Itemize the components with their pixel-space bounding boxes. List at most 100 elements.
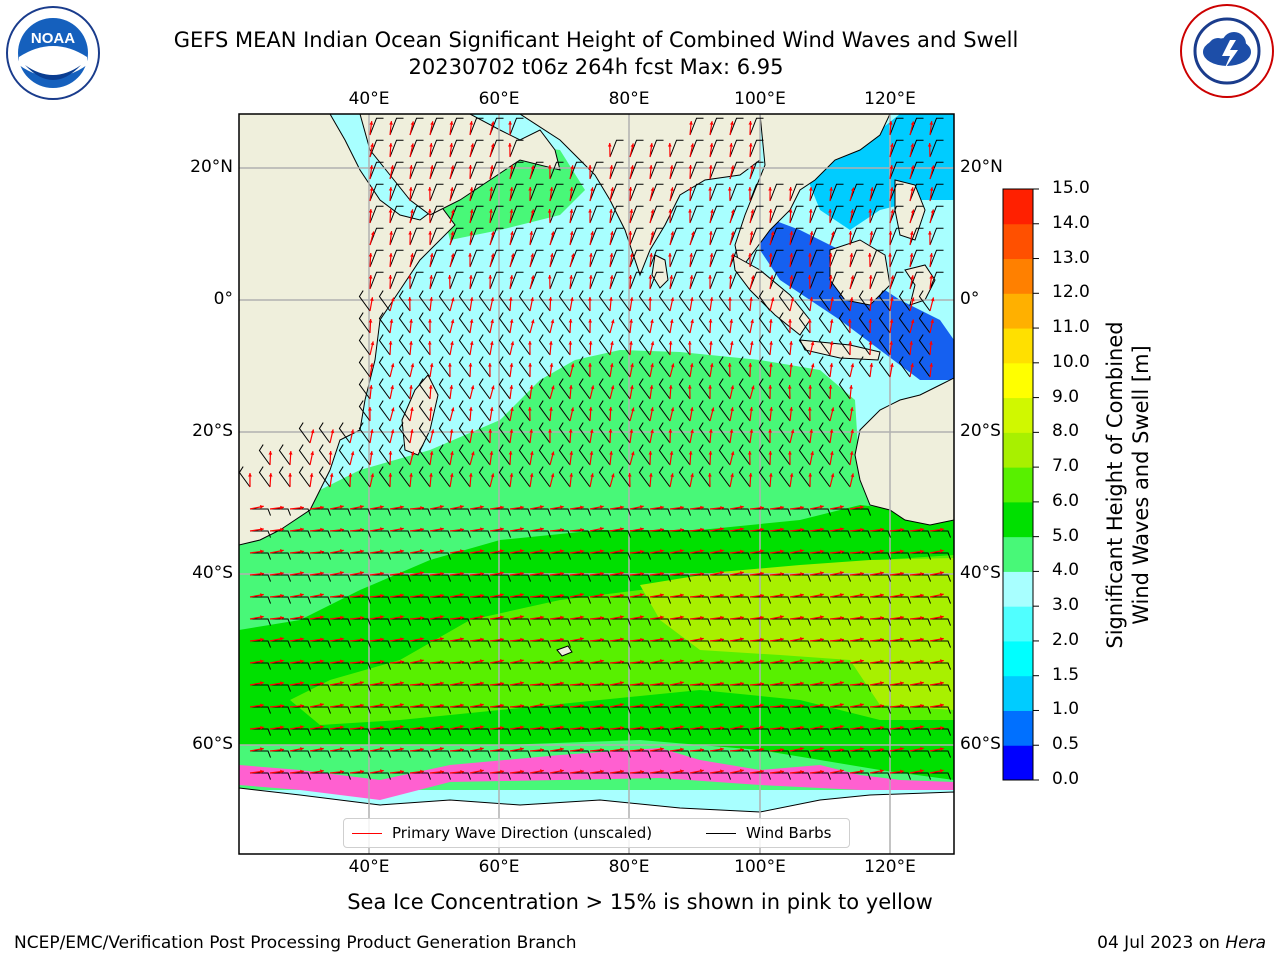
wind-barb [378, 312, 391, 334]
wind-barb [610, 772, 632, 780]
wind-barb [370, 508, 392, 516]
lat-label-left: 20°S [192, 421, 233, 441]
wind-barb [910, 618, 932, 626]
wind-barb [910, 640, 932, 648]
wave-arrow-head [370, 231, 375, 236]
wind-barb [690, 640, 712, 648]
wave-arrow-head [610, 341, 614, 346]
wave-arrow-head [849, 253, 854, 257]
wave-arrow-head [809, 297, 814, 301]
wave-arrow-head [379, 703, 384, 708]
wind-barb [410, 552, 432, 560]
wave-arrow-head [400, 549, 404, 554]
wave-arrow-head [469, 429, 474, 434]
wave-arrow-head [500, 505, 504, 510]
wind-barb [809, 183, 824, 202]
wind-barb [549, 271, 564, 290]
wave-arrow-head [600, 549, 604, 554]
wind-barb [290, 728, 312, 736]
wind-barb [529, 227, 544, 246]
wind-barb [909, 205, 924, 224]
wave-arrow-head [808, 473, 813, 477]
wave-arrow-head [440, 659, 444, 664]
wave-arrow-head [910, 187, 915, 192]
wind-barb [350, 662, 372, 670]
wind-barb [738, 312, 751, 334]
wind-barb [518, 422, 531, 444]
wave-arrow-head [740, 747, 744, 752]
wave-arrow-head [629, 253, 634, 257]
wind-barb [390, 684, 412, 692]
wave-arrow-head [540, 725, 544, 730]
colorbar-segment [1003, 501, 1033, 538]
wave-arrow-head [940, 703, 944, 708]
wind-barb [810, 706, 832, 714]
wave-arrow-head [807, 319, 812, 323]
wave-arrow-head [900, 769, 904, 774]
wave-arrow-head [319, 747, 324, 752]
wind-barb [398, 334, 411, 356]
wave-arrow-head [919, 681, 924, 686]
wave-arrow-head [640, 527, 644, 532]
wave-arrow-head [359, 681, 364, 685]
wave-arrow-head [468, 363, 473, 367]
wave-arrow-head [460, 747, 464, 752]
wave-arrow-head [510, 407, 514, 412]
wind-barb [698, 422, 711, 444]
wave-arrow-head [369, 121, 374, 125]
wind-barb [409, 205, 424, 224]
wave-arrow-head [420, 506, 424, 510]
wave-arrow-head [300, 527, 304, 532]
wave-arrow-head [259, 747, 264, 752]
wind-barb [929, 183, 944, 202]
wind-barb [618, 466, 631, 488]
wind-barb [730, 772, 752, 780]
wave-arrow-head [460, 660, 464, 664]
wave-arrow-head [529, 429, 534, 433]
wave-arrow-head [379, 527, 384, 532]
wind-barb [538, 466, 551, 488]
wave-arrow-head [489, 187, 494, 191]
wind-barb [350, 684, 372, 692]
wave-arrow-head [449, 143, 454, 147]
wind-barb [418, 422, 431, 444]
wind-barb [438, 334, 451, 356]
wind-barb [770, 530, 792, 538]
wave-arrow-head [780, 593, 784, 598]
wave-arrow-head [300, 659, 304, 664]
wave-arrow-head [650, 231, 655, 236]
colorbar-segment [1003, 536, 1033, 572]
wind-barb [710, 596, 732, 604]
wind-barb [418, 378, 431, 400]
wave-arrow-head [589, 429, 594, 433]
wave-arrow-head [319, 593, 324, 597]
wave-arrow-head [299, 681, 304, 686]
wave-arrow-head [748, 253, 752, 257]
colorbar-label-line1: Significant Height of Combined [1103, 321, 1127, 649]
wave-arrow-head [770, 231, 775, 236]
wind-barb [470, 684, 492, 692]
wind-barb [498, 356, 511, 378]
wind-barb [558, 312, 571, 334]
wave-arrow-head [900, 681, 904, 686]
chart-subtitle: 20230702 t06z 264h fcst Max: 6.95 [408, 55, 784, 79]
wind-barb [549, 161, 564, 180]
wave-arrow-head [650, 187, 655, 192]
wind-barb [809, 249, 824, 268]
wave-arrow-head [620, 659, 624, 664]
wave-arrow-head [479, 505, 484, 510]
wind-barb [310, 750, 332, 758]
wind-barb [590, 618, 612, 626]
wind-barb [378, 400, 391, 422]
wind-barb [909, 117, 924, 136]
wind-barb [730, 728, 752, 736]
wind-barb [390, 728, 412, 736]
wave-arrow-head [279, 549, 284, 553]
wave-arrow-head [730, 473, 734, 478]
wave-arrow-head [540, 615, 544, 620]
wind-barb [389, 205, 404, 224]
wave-arrow-head [300, 549, 304, 554]
wind-barb [650, 706, 672, 714]
wind-barb [429, 117, 444, 136]
wave-arrow-head [430, 121, 434, 126]
